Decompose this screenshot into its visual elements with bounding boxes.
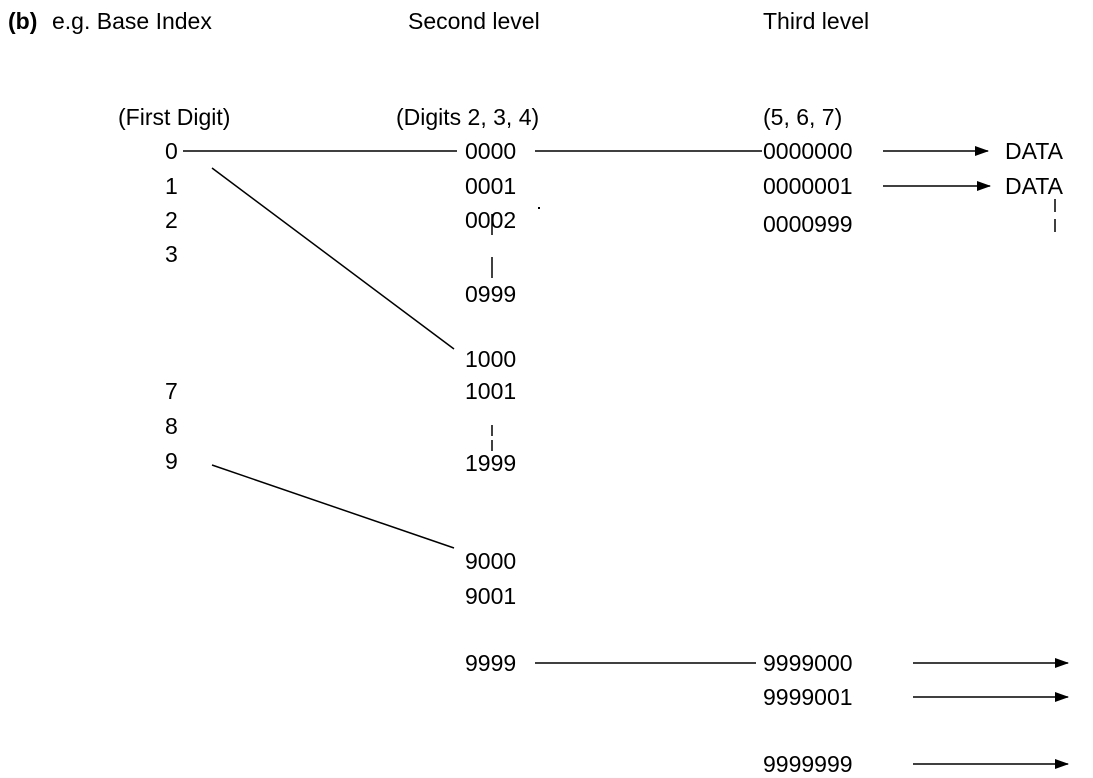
- third-level-heading: Third level: [763, 8, 870, 34]
- first-digit-9: 9: [165, 448, 178, 474]
- third-code-0000999: 0000999: [763, 211, 853, 237]
- second-code-9001: 9001: [465, 583, 517, 609]
- link-1-to-1000: [211, 167, 455, 350]
- second-code-0002: 0002: [465, 207, 517, 233]
- data-label-1: DATA: [1005, 138, 1063, 164]
- second-code-1000: 1000: [465, 346, 517, 372]
- data-label-2: DATA: [1005, 173, 1063, 199]
- third-digits-subheading: (5, 6, 7): [763, 104, 843, 130]
- third-code-9999001: 9999001: [763, 684, 853, 710]
- stray-dot: [538, 207, 540, 209]
- first-digit-3: 3: [165, 241, 178, 267]
- first-digit-1: 1: [165, 173, 178, 199]
- third-code-9999000: 9999000: [763, 650, 853, 676]
- first-digit-2: 2: [165, 207, 178, 233]
- second-code-1999: 1999: [465, 450, 517, 476]
- second-code-0999: 0999: [465, 281, 517, 307]
- second-code-0001: 0001: [465, 173, 517, 199]
- second-level-heading: Second level: [408, 8, 540, 34]
- first-digit-7: 7: [165, 378, 178, 404]
- base-index-heading: e.g. Base Index: [52, 8, 212, 34]
- second-code-9999: 9999: [465, 650, 517, 676]
- second-code-9000: 9000: [465, 548, 517, 574]
- first-digit-subheading: (First Digit): [118, 104, 231, 130]
- part-label: (b): [8, 8, 38, 34]
- third-code-0000001: 0000001: [763, 173, 853, 199]
- second-code-0000: 0000: [465, 138, 517, 164]
- link-9-to-9000: [211, 464, 455, 549]
- third-code-9999999: 9999999: [763, 751, 853, 777]
- second-code-1001: 1001: [465, 378, 517, 404]
- first-digit-0: 0: [165, 138, 178, 164]
- third-code-0000000: 0000000: [763, 138, 853, 164]
- first-digit-8: 8: [165, 413, 178, 439]
- second-digits-subheading: (Digits 2, 3, 4): [396, 104, 540, 130]
